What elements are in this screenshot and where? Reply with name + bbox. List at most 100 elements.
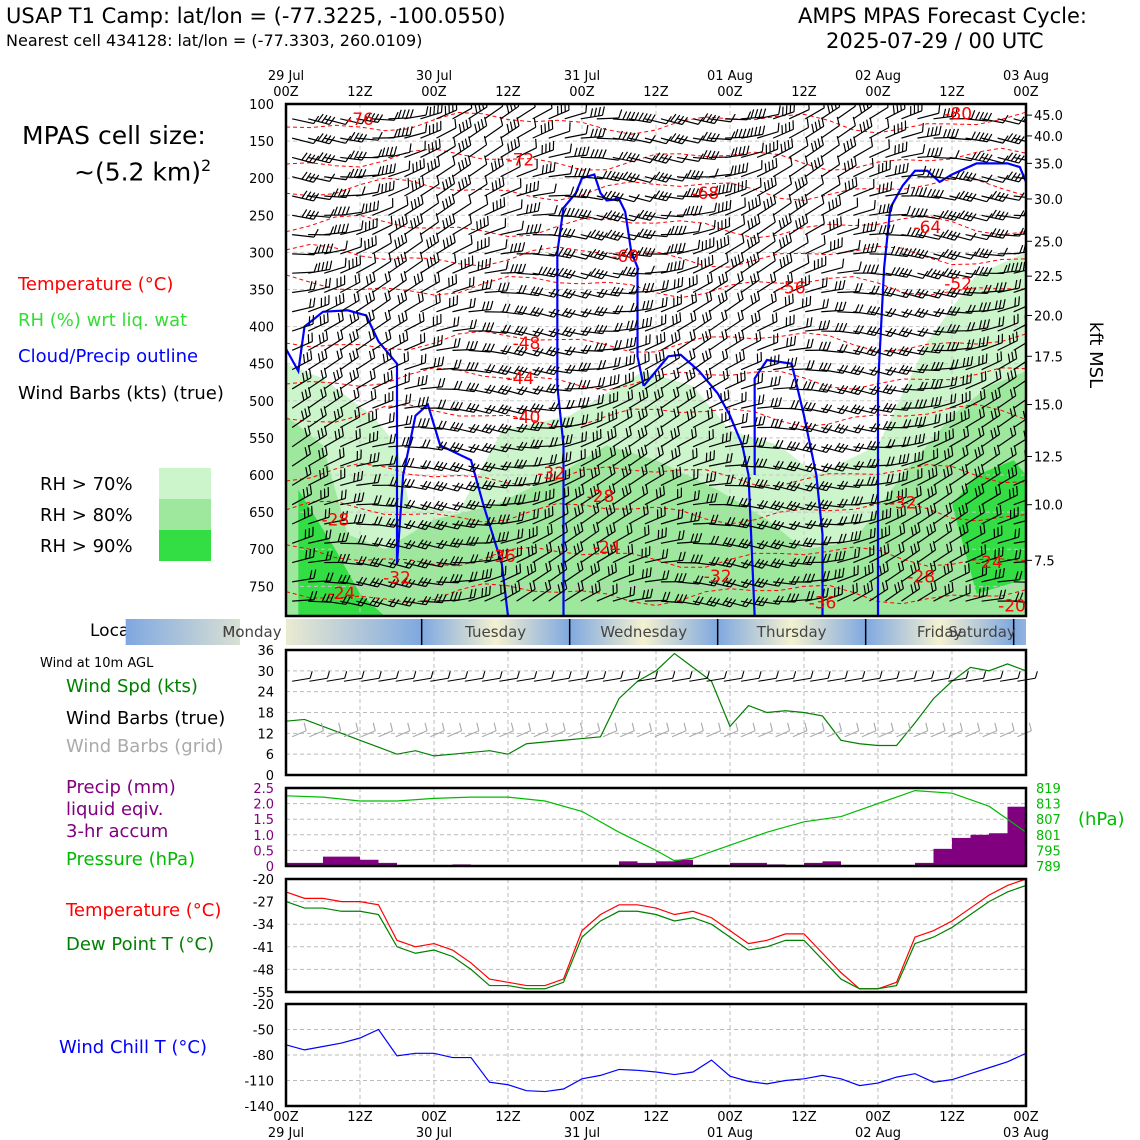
wind-barb (692, 131, 720, 143)
wind-barb-feather (966, 286, 973, 296)
wind-barb-feather (497, 514, 502, 524)
wind-barb-feather (405, 330, 409, 340)
wind-barb (468, 195, 489, 216)
wind-barb-shaft (804, 107, 825, 120)
wind-barb (788, 233, 809, 255)
wind-barb (708, 113, 736, 123)
wind-barb-feather (509, 243, 514, 253)
wind-barb-feather (657, 370, 661, 380)
wind-barb-feather (369, 113, 376, 122)
wind-barb-feather (390, 370, 393, 380)
wind-barb-feather (702, 131, 708, 141)
wind-barb-feather (589, 248, 597, 257)
wind-barb-shaft (564, 112, 587, 120)
wind-barb-feather (678, 573, 683, 582)
wind-barb (484, 218, 507, 236)
wind-barb (820, 116, 840, 139)
wind-barb-feather (711, 254, 714, 264)
wind-barb-feather (437, 104, 439, 114)
wind-barb-feather (726, 453, 729, 463)
wind-barb-feather (336, 331, 340, 341)
wind-barb-feather (622, 507, 626, 517)
wind-barb-feather (593, 485, 597, 495)
wind-barb-feather (325, 551, 329, 561)
wind-barb-feather (514, 583, 517, 593)
wind-barb-feather (526, 565, 530, 575)
precip-label: Precip (mm) liquid eqiv. 3-hr accum (66, 777, 176, 842)
wind-barb (949, 339, 975, 351)
wind-barb (355, 328, 375, 351)
wind-barb-feather (618, 130, 623, 140)
wind-barb-feather (740, 372, 743, 382)
wind-barb-shaft (388, 299, 407, 313)
wind-barb-feather (570, 186, 575, 196)
wind-barb-feather (886, 474, 890, 484)
wind-barb (772, 120, 794, 139)
wind-barb-feather (775, 157, 778, 167)
wind-barb-feather (446, 237, 449, 247)
wind-barb-feather (754, 108, 759, 118)
wind-barb (516, 543, 537, 564)
wind-barb (356, 217, 378, 236)
wind-barb-feather (673, 279, 676, 289)
wind-barb-feather (694, 533, 699, 543)
wind-barb-feather (325, 261, 329, 271)
wind-barb-feather (329, 243, 334, 253)
wind-barb (548, 451, 572, 467)
wind-barb-feather (866, 583, 870, 593)
wind-barb (532, 542, 553, 564)
wind-barb-feather (465, 361, 471, 371)
wind-barb (308, 260, 333, 274)
wind-barb-feather (509, 104, 513, 112)
wind-barb-feather (550, 524, 553, 534)
wind-barb-feather (320, 389, 324, 399)
wind-barb (853, 510, 877, 525)
wind-barb-feather (409, 520, 416, 530)
wind-barb-feather (622, 111, 628, 120)
wind-barb-feather (673, 350, 677, 361)
wind-barb-shaft (820, 163, 840, 178)
wind-barb-feather (670, 225, 675, 235)
wind-barb (452, 518, 480, 529)
wind-barb-feather (614, 427, 617, 437)
wind-barb-feather (757, 310, 761, 320)
wind-barb-feather (385, 497, 391, 506)
wind-barb-feather (341, 223, 346, 233)
wind-barb-feather (663, 332, 666, 342)
wind-barb-feather (954, 150, 960, 159)
wind-barb (837, 547, 861, 564)
wind-barb (869, 104, 889, 120)
wind-barb-feather (858, 366, 865, 375)
wind-barb (869, 224, 895, 236)
wind-barb-shaft (324, 176, 347, 181)
wind-barb-feather (658, 351, 662, 362)
wind-barb-shaft (388, 204, 409, 216)
wind-barb-feather (546, 525, 550, 535)
wind-barb-feather (737, 312, 741, 322)
wind-barb-feather (922, 433, 926, 443)
wind-barb-feather (850, 531, 854, 542)
wind-barb-feather (657, 389, 661, 399)
wind-barb-feather (529, 403, 536, 412)
wind-barb-feather (598, 149, 603, 159)
wind-barb (676, 490, 700, 506)
wind-barb-feather (427, 143, 430, 154)
wind-barb-feather (322, 332, 325, 342)
wind-barb-shaft (596, 156, 619, 161)
wind-barb-feather (453, 538, 460, 547)
wind-barb-feather (578, 362, 584, 371)
wind-barb-shaft (388, 318, 408, 332)
wind-barb (596, 229, 624, 241)
cell-size-label: MPAS cell size: (22, 121, 206, 150)
wind-barb (724, 179, 747, 197)
wind-barb-feather (425, 396, 429, 406)
cell-size-value: ~(5.2 km)2 (74, 156, 211, 186)
wind-barb-shaft (628, 195, 651, 203)
wind-barb-feather (492, 202, 495, 212)
wind-barb-shaft (404, 166, 425, 178)
wind-barb-feather (736, 374, 739, 384)
wind-barb-feather (790, 462, 797, 471)
wind-barb-feather (473, 536, 479, 546)
wind-barb-shaft (628, 176, 651, 183)
wind-barb-feather (531, 545, 534, 555)
